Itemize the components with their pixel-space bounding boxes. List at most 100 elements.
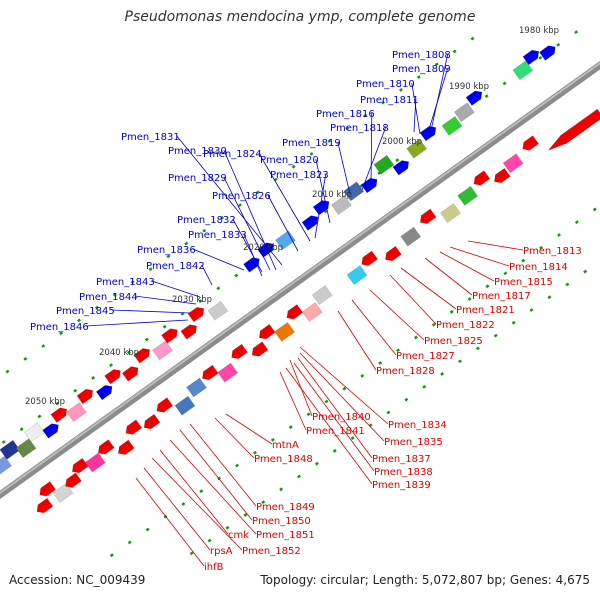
tick-dot xyxy=(458,359,462,364)
tick-dot xyxy=(386,410,391,415)
tick-dot xyxy=(198,299,203,303)
tick-dot xyxy=(207,538,212,543)
tick-dot xyxy=(162,324,167,329)
leader-line xyxy=(467,240,524,251)
tick-dot xyxy=(309,152,314,156)
gene-label: Pmen_1845 xyxy=(56,306,115,317)
gene-arrow xyxy=(251,341,269,357)
leader-line xyxy=(134,295,197,305)
gene-block xyxy=(400,226,422,247)
tick-dot xyxy=(314,461,319,466)
gene-arrow xyxy=(161,328,178,344)
gene-arrow xyxy=(104,369,121,385)
leader-line xyxy=(243,233,263,277)
tick-dot xyxy=(306,412,311,417)
leader-line xyxy=(179,429,253,521)
tick-dot xyxy=(485,284,490,289)
tick-dot xyxy=(148,267,153,272)
tick-dot xyxy=(184,241,189,246)
leader-line xyxy=(413,98,417,133)
gene-label: ihfB xyxy=(204,562,224,573)
gene-arrow xyxy=(385,245,402,262)
tick-dot xyxy=(422,384,427,389)
label-leaders xyxy=(85,53,524,567)
leader-line xyxy=(299,346,389,425)
gene-label: Pmen_1832 xyxy=(177,215,236,226)
gene-label: Pmen_1842 xyxy=(146,261,205,272)
tick-dot xyxy=(360,373,365,378)
gene-block xyxy=(502,153,524,174)
tick-dot xyxy=(381,100,386,105)
tick-dot xyxy=(511,320,516,325)
tick-dot xyxy=(199,489,204,494)
gene-block xyxy=(65,402,87,423)
leader-line xyxy=(151,457,243,551)
gene-arrow xyxy=(180,324,198,340)
gene-block xyxy=(441,115,463,136)
tick-dot xyxy=(288,425,293,429)
tick-dot xyxy=(484,94,489,99)
tick-dot xyxy=(345,126,350,131)
tick-dot xyxy=(216,286,221,291)
gene-arrow xyxy=(539,45,556,61)
gene-block xyxy=(186,377,207,398)
tick-labels: 1980 kbp 1990 kbp 2000 kbp 2010 kbp 2020 kbp… xyxy=(25,26,559,407)
tick-dot xyxy=(440,372,445,376)
tick-dot xyxy=(413,335,418,340)
gene-label: Pmen_1838 xyxy=(374,467,433,478)
gene-arrow xyxy=(312,200,330,216)
gene-block xyxy=(406,138,428,159)
gene-arrow xyxy=(258,323,276,340)
tick-dot xyxy=(399,87,403,92)
tick-dot xyxy=(77,318,81,323)
gene-arrow xyxy=(419,208,437,224)
gene-arrow xyxy=(522,49,540,66)
gene-label: Pmen_1820 xyxy=(260,155,319,166)
tick-dot xyxy=(109,553,114,558)
tick-dot xyxy=(493,333,498,338)
gene-arrow xyxy=(156,397,174,413)
gene-label: Pmen_1809 xyxy=(392,64,451,75)
gene-label: Pmen_1840 xyxy=(312,412,371,423)
leader-line xyxy=(426,67,449,137)
gene-arrow xyxy=(187,306,205,323)
gene-block xyxy=(217,362,239,383)
gene-label: cmk xyxy=(228,530,249,541)
tick-dot xyxy=(189,551,194,556)
backbone-highlight xyxy=(0,61,600,495)
tick-dot xyxy=(404,397,409,402)
leader-line xyxy=(214,417,255,459)
gene-arrow xyxy=(522,135,540,151)
tick-dot xyxy=(180,312,185,316)
gene-label: Pmen_1824 xyxy=(203,149,262,160)
leader-line xyxy=(111,309,191,314)
leader-line xyxy=(176,135,283,266)
tick-dot xyxy=(332,448,337,453)
tick-dot xyxy=(261,500,266,505)
gene-label: Pmen_1821 xyxy=(456,305,515,316)
gene-arrow xyxy=(256,242,274,258)
tick-dot xyxy=(416,75,421,79)
gene-label: Pmen_1841 xyxy=(306,426,365,437)
tick-dot xyxy=(5,369,10,374)
gene-arrow xyxy=(125,419,143,435)
accession-label: Accession: NC_009439 xyxy=(9,573,146,587)
leader-line xyxy=(389,274,437,325)
gene-label: Pmen_1816 xyxy=(316,109,375,120)
tick-dot xyxy=(529,308,534,312)
gene-arrow xyxy=(133,348,151,364)
tick-dot xyxy=(91,376,96,380)
tick-dot xyxy=(112,292,117,297)
gene-label: Pmen_1817 xyxy=(472,291,531,302)
tick-dot xyxy=(475,346,480,351)
gene-labels: Pmen_1808 Pmen_1809 Pmen_1810 Pmen_1811 Pmen… xyxy=(30,50,582,573)
gene-label: Pmen_1829 xyxy=(168,173,227,184)
tick-label: 1990 kbp xyxy=(449,82,489,92)
tick-dot xyxy=(327,139,332,143)
gene-label: Pmen_1852 xyxy=(242,546,301,557)
tick-dot xyxy=(127,540,132,545)
gene-block xyxy=(0,455,12,475)
leader-line xyxy=(232,218,263,273)
gene-arrow xyxy=(202,364,219,381)
tick-dot xyxy=(41,344,46,348)
